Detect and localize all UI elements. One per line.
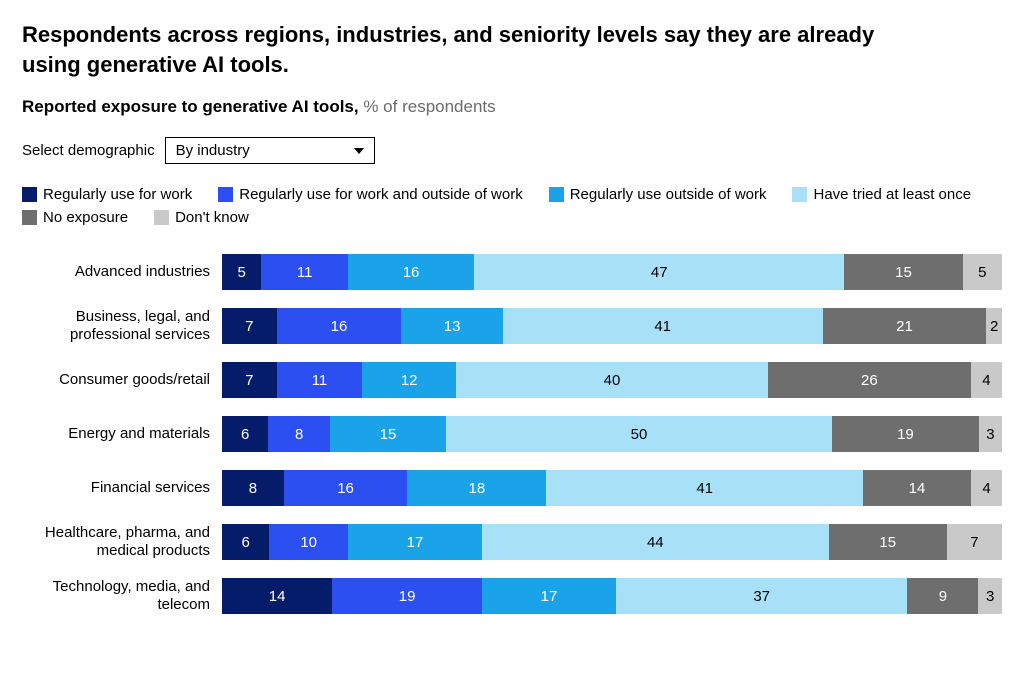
chart-segment: 21 — [823, 308, 987, 344]
subtitle-light: % of respondents — [359, 97, 496, 116]
chart-segment: 26 — [768, 362, 971, 398]
demographic-dropdown[interactable]: By industry — [165, 137, 375, 164]
chart-row-label: Technology, media, and telecom — [22, 578, 210, 614]
chart-segment: 7 — [947, 524, 1002, 560]
legend-label: Don't know — [175, 209, 249, 226]
chart-row: Technology, media, and telecom 1419173793 — [22, 578, 1002, 614]
chart-segment: 50 — [446, 416, 832, 452]
chart-segment: 5 — [963, 254, 1002, 290]
chart-segment: 3 — [978, 578, 1002, 614]
chart-segment: 16 — [277, 308, 402, 344]
chart-segment: 11 — [261, 254, 348, 290]
legend-item: Have tried at least once — [792, 186, 971, 203]
chart-segment: 15 — [829, 524, 947, 560]
legend-label: Regularly use for work — [43, 186, 192, 203]
chart-segment: 14 — [222, 578, 332, 614]
demographic-selector-label: Select demographic — [22, 142, 155, 159]
page-title: Respondents across regions, industries, … — [22, 20, 902, 79]
chart-segment: 41 — [503, 308, 823, 344]
chart-row-label: Financial services — [22, 479, 210, 497]
legend-swatch — [218, 187, 233, 202]
chart-row: Healthcare, pharma, and medical products… — [22, 524, 1002, 560]
chart-segment: 41 — [546, 470, 863, 506]
legend-swatch — [792, 187, 807, 202]
legend-swatch — [22, 187, 37, 202]
chart-segment: 7 — [222, 308, 277, 344]
subtitle: Reported exposure to generative AI tools… — [22, 97, 1002, 117]
chart-row: Energy and materials 681550193 — [22, 416, 1002, 452]
chart-row: Advanced industries5111647155 — [22, 254, 1002, 290]
chart-row: Business, legal, and professional servic… — [22, 308, 1002, 344]
chart-segment: 19 — [332, 578, 482, 614]
legend-label: Regularly use outside of work — [570, 186, 767, 203]
chart-segment: 6 — [222, 416, 268, 452]
chart-segment: 6 — [222, 524, 269, 560]
chart-segment: 3 — [979, 416, 1002, 452]
chart-row-label: Advanced industries — [22, 263, 210, 281]
chart-segment: 7 — [222, 362, 277, 398]
legend-label: No exposure — [43, 209, 128, 226]
chart-bar: 6101744157 — [222, 524, 1002, 560]
chart-segment: 19 — [832, 416, 979, 452]
chart-segment: 8 — [268, 416, 330, 452]
chart-segment: 15 — [330, 416, 446, 452]
chart-segment: 44 — [482, 524, 829, 560]
chart-segment: 4 — [971, 470, 1002, 506]
chart-segment: 16 — [284, 470, 408, 506]
chart-segment: 18 — [407, 470, 546, 506]
chart-segment: 15 — [844, 254, 962, 290]
chart-segment: 5 — [222, 254, 261, 290]
chevron-down-icon — [354, 148, 364, 154]
chart-segment: 11 — [277, 362, 363, 398]
chart-row: Consumer goods/retail 7111240264 — [22, 362, 1002, 398]
chart-bar: 8161841144 — [222, 470, 1002, 506]
chart-segment: 40 — [456, 362, 768, 398]
legend-item: Don't know — [154, 209, 249, 226]
demographic-dropdown-value: By industry — [176, 142, 250, 159]
legend-item: Regularly use for work — [22, 186, 192, 203]
chart-segment: 47 — [474, 254, 844, 290]
chart-segment: 14 — [863, 470, 971, 506]
legend: Regularly use for work Regularly use for … — [22, 186, 1002, 226]
legend-label: Regularly use for work and outside of wo… — [239, 186, 522, 203]
chart-segment: 17 — [482, 578, 616, 614]
chart-row-label: Energy and materials — [22, 425, 210, 443]
legend-label: Have tried at least once — [813, 186, 971, 203]
chart-row-label: Healthcare, pharma, and medical products — [22, 524, 210, 560]
chart-segment: 37 — [616, 578, 908, 614]
chart-row-label: Consumer goods/retail — [22, 371, 210, 389]
chart-bar: 681550193 — [222, 416, 1002, 452]
legend-item: Regularly use for work and outside of wo… — [218, 186, 522, 203]
chart-segment: 13 — [401, 308, 502, 344]
chart-row: Financial services 8161841144 — [22, 470, 1002, 506]
chart-segment: 12 — [362, 362, 456, 398]
chart-bar: 1419173793 — [222, 578, 1002, 614]
chart-bar: 7161341212 — [222, 308, 1002, 344]
chart-segment: 10 — [269, 524, 348, 560]
legend-swatch — [154, 210, 169, 225]
chart-segment: 8 — [222, 470, 284, 506]
legend-item: No exposure — [22, 209, 128, 226]
subtitle-bold: Reported exposure to generative AI tools… — [22, 97, 359, 116]
legend-swatch — [22, 210, 37, 225]
demographic-selector-row: Select demographic By industry — [22, 137, 1002, 164]
chart-segment: 2 — [986, 308, 1002, 344]
chart-row-label: Business, legal, and professional servic… — [22, 308, 210, 344]
legend-item: Regularly use outside of work — [549, 186, 767, 203]
chart-bar: 5111647155 — [222, 254, 1002, 290]
chart-bar: 7111240264 — [222, 362, 1002, 398]
stacked-bar-chart: Advanced industries5111647155Business, l… — [22, 254, 1002, 614]
chart-segment: 4 — [971, 362, 1002, 398]
chart-segment: 16 — [348, 254, 474, 290]
chart-segment: 9 — [907, 578, 978, 614]
chart-segment: 17 — [348, 524, 482, 560]
legend-swatch — [549, 187, 564, 202]
